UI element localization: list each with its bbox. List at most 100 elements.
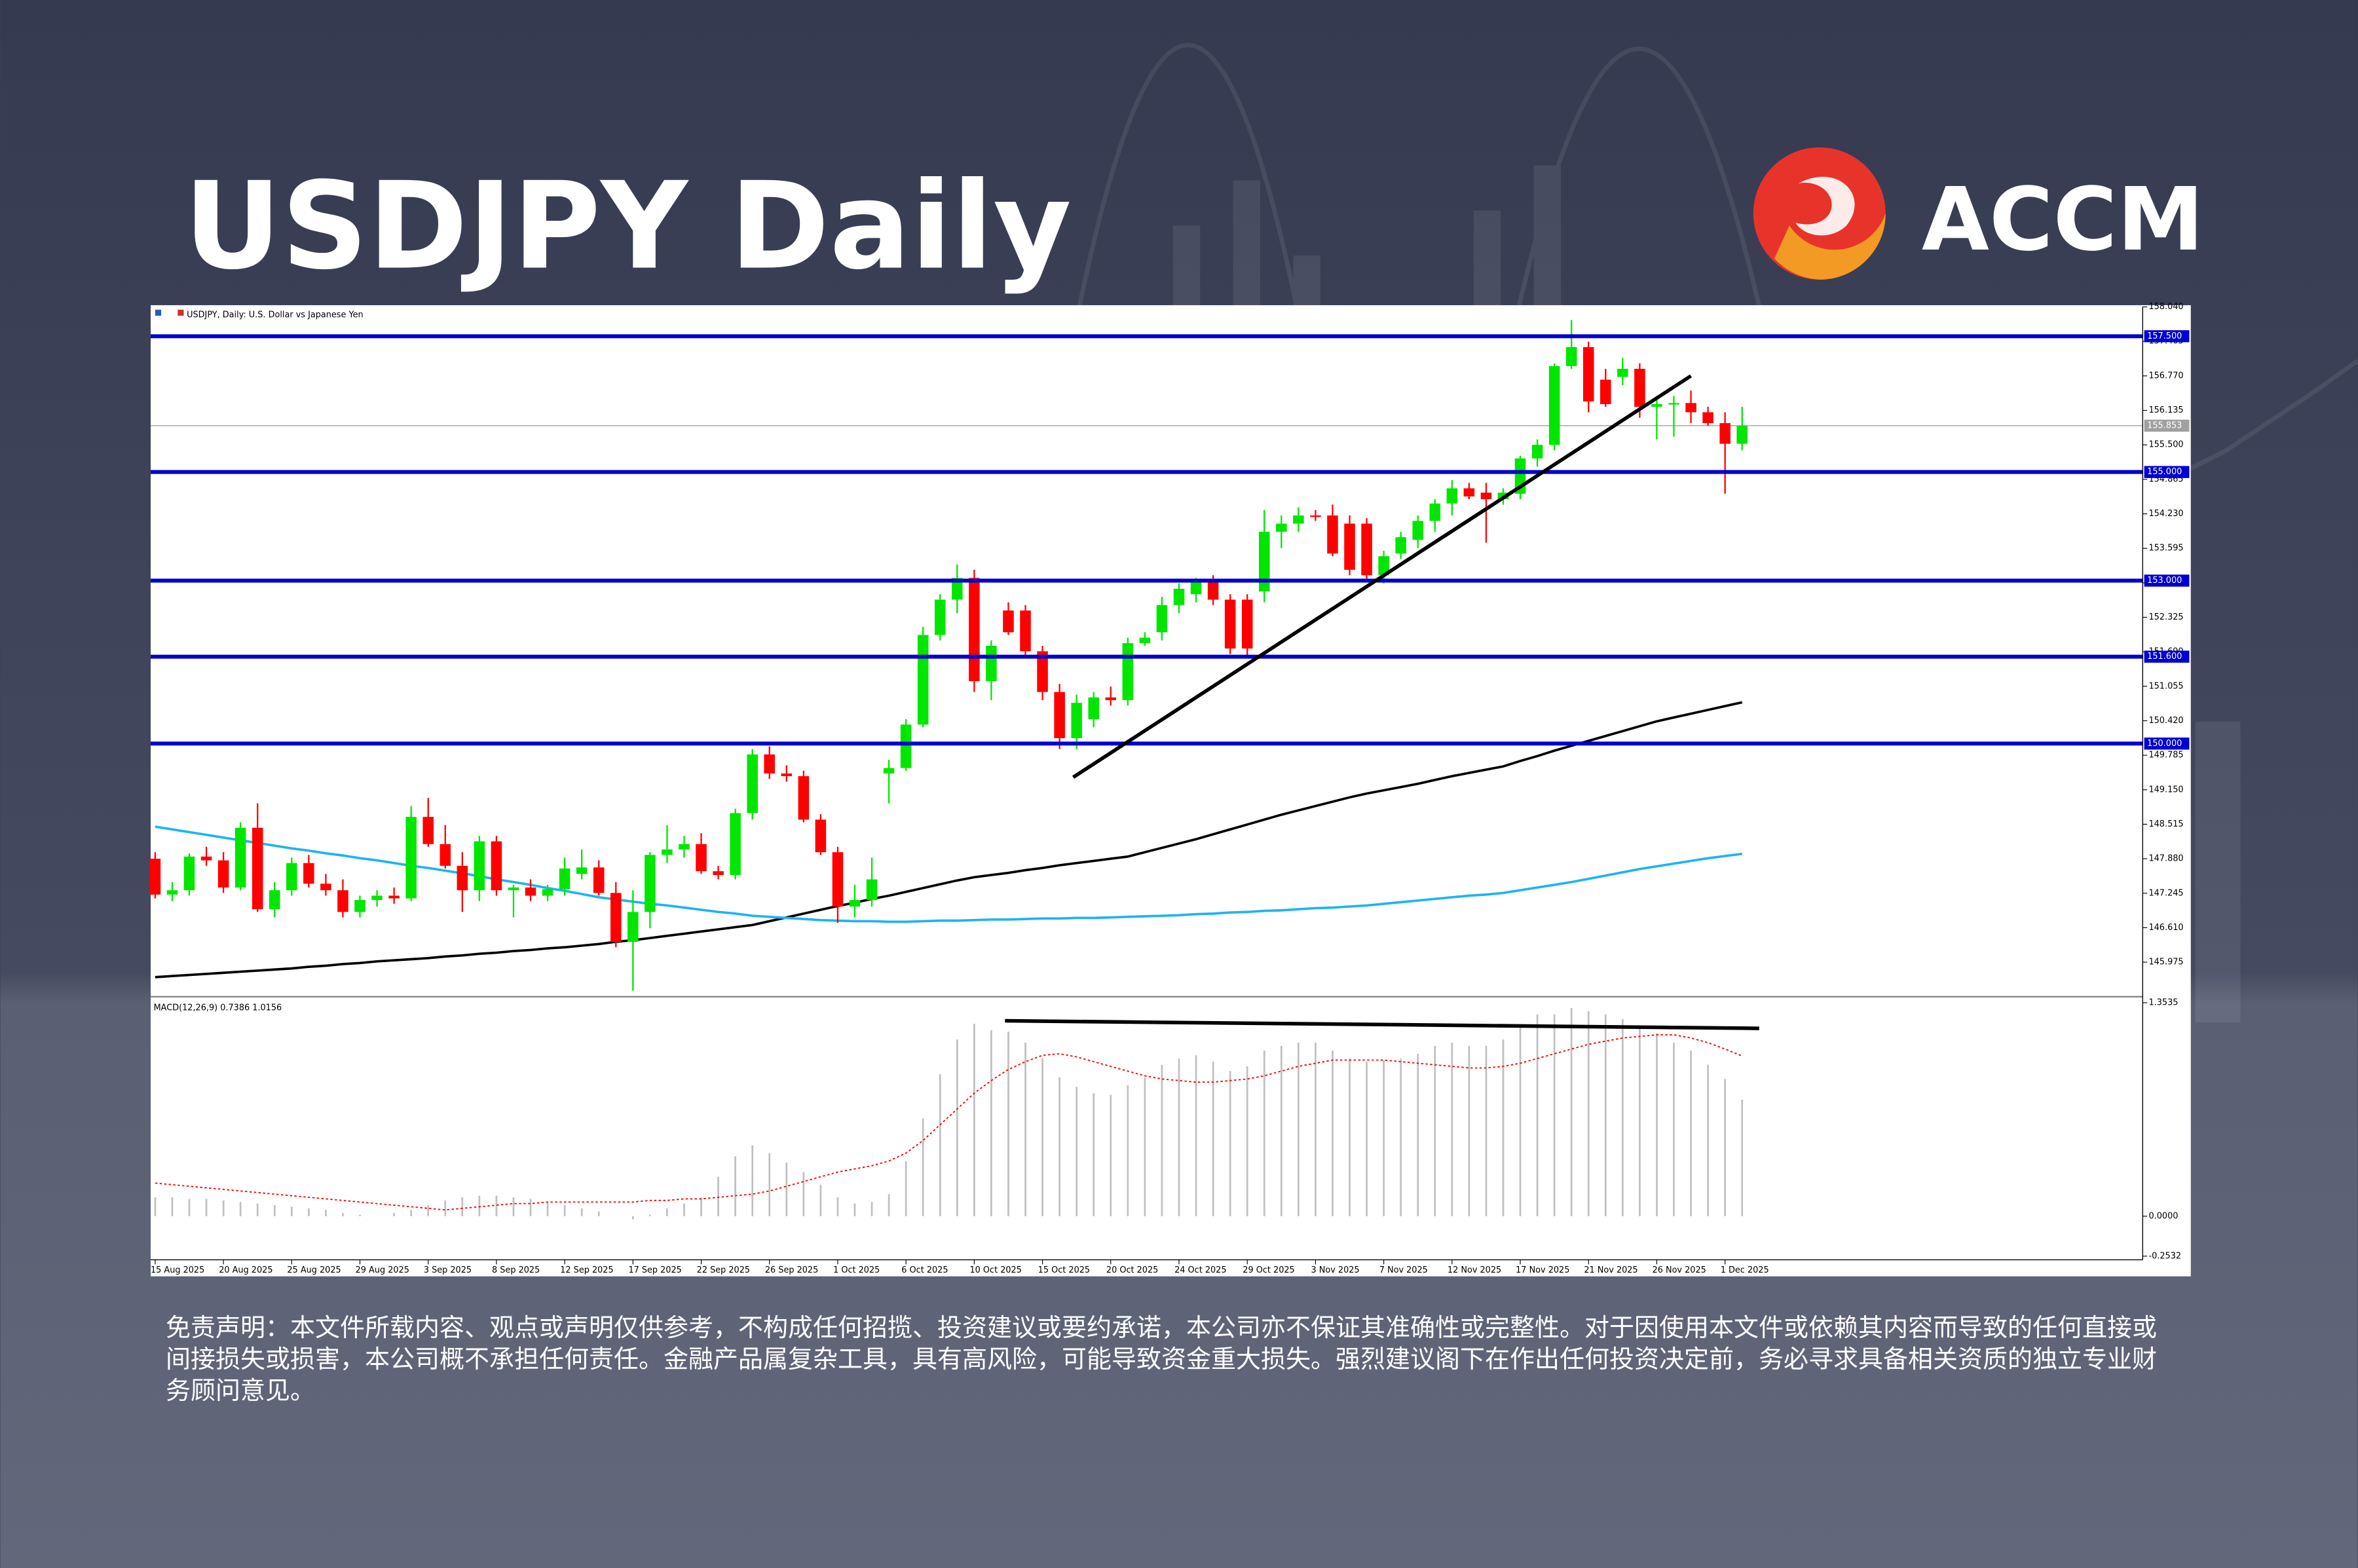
candle-body <box>645 855 656 912</box>
current-price-label: 155.853 <box>2147 420 2182 430</box>
x-tick-label: 24 Oct 2025 <box>1174 1265 1226 1275</box>
level-label: 151.600 <box>2147 652 2182 662</box>
x-tick-label: 1 Oct 2025 <box>833 1265 880 1275</box>
candle-body <box>1139 637 1151 643</box>
candle-body <box>1531 445 1543 458</box>
y-tick-label: 156.770 <box>2148 371 2183 381</box>
candle-body <box>508 887 519 891</box>
level-box <box>2144 650 2190 663</box>
brand-name: ACCM <box>1922 169 2204 271</box>
candle-body <box>730 813 741 875</box>
candle-body <box>832 852 844 907</box>
x-tick-label: 7 Nov 2025 <box>1379 1265 1428 1275</box>
y-tick-label: 146.610 <box>2148 923 2183 933</box>
x-tick-label: 15 Aug 2025 <box>151 1265 204 1275</box>
chart: USDJPY, Daily: U.S. Dollar vs Japanese Y… <box>149 302 2190 1275</box>
moving-average <box>155 701 1743 979</box>
y-tick-label: 154.230 <box>2148 509 2183 519</box>
candle-body <box>1702 412 1713 424</box>
candle-body <box>371 895 383 901</box>
candle-body <box>491 841 502 891</box>
x-tick-label: 3 Sep 2025 <box>424 1265 472 1275</box>
trendline <box>1072 374 1693 779</box>
candle-body <box>1719 423 1731 444</box>
y-tick-label: 148.515 <box>2148 819 2183 829</box>
x-tick-label: 10 Oct 2025 <box>969 1265 1021 1275</box>
candle-body <box>679 844 690 849</box>
x-tick-label: 20 Aug 2025 <box>219 1265 272 1275</box>
y-tick-label: 150.420 <box>2148 716 2183 726</box>
candle-body <box>422 817 434 844</box>
candle-body <box>866 879 878 901</box>
y-tick-label: 153.595 <box>2148 544 2183 553</box>
x-tick-label: 8 Sep 2025 <box>492 1265 540 1275</box>
candle-body <box>303 863 314 884</box>
candle-body <box>1020 610 1031 652</box>
candle-body <box>986 646 997 681</box>
candle-body <box>1258 531 1270 592</box>
level-label: 157.500 <box>2147 331 2182 341</box>
x-tick-label: 17 Nov 2025 <box>1516 1265 1569 1275</box>
chart-title: USDJPY, Daily: U.S. Dollar vs Japanese Y… <box>187 310 364 320</box>
candle-body <box>252 827 263 910</box>
candle-body <box>354 900 365 912</box>
level-label: 150.000 <box>2147 739 2182 749</box>
candle-body <box>662 849 673 855</box>
candle-body <box>183 856 195 891</box>
x-tick-label: 29 Oct 2025 <box>1243 1265 1294 1275</box>
candle-body <box>781 773 793 777</box>
candle-body <box>1565 346 1577 366</box>
candle-body <box>576 867 588 874</box>
candle-body <box>200 856 212 861</box>
candle-body <box>1344 523 1355 570</box>
candle-body <box>234 827 246 888</box>
candle-body <box>815 819 827 853</box>
candle-body <box>1480 493 1492 500</box>
y-tick-label: 149.150 <box>2148 785 2183 794</box>
chart-title: MACD(12,26,9) 0.7386 1.0156 <box>154 1003 282 1013</box>
candle-body <box>798 776 810 820</box>
candle-body <box>1122 643 1134 700</box>
candle-body <box>952 578 963 600</box>
candle-body <box>337 890 348 912</box>
x-tick-label: 12 Nov 2025 <box>1448 1265 1501 1275</box>
candle-body <box>525 887 536 896</box>
x-tick-label: 26 Nov 2025 <box>1653 1265 1706 1275</box>
x-tick-label: 15 Oct 2025 <box>1038 1265 1090 1275</box>
candle-body <box>627 912 639 942</box>
candle-body <box>1685 403 1696 413</box>
candle-body <box>286 863 297 891</box>
candle-body <box>1105 697 1117 700</box>
level-label: 155.000 <box>2147 467 2182 477</box>
candle-body <box>969 578 980 681</box>
candle-body <box>883 768 895 774</box>
y-tick-label: -0.2532 <box>2148 1251 2181 1261</box>
candle-body <box>1054 692 1065 738</box>
level-label: 153.000 <box>2147 576 2182 586</box>
level-box <box>2144 466 2190 478</box>
candle-body <box>1037 651 1048 692</box>
x-tick-label: 26 Sep 2025 <box>765 1265 818 1275</box>
candle-body <box>1310 515 1321 517</box>
candle-body <box>1173 588 1185 605</box>
level-box <box>2144 574 2190 587</box>
y-tick-label: 147.245 <box>2148 888 2183 898</box>
candle-body <box>440 844 451 866</box>
current-price-box <box>2144 419 2190 432</box>
candle-body <box>1190 580 1202 595</box>
candle-body <box>1668 403 1679 405</box>
candle-body <box>610 893 622 942</box>
candle-body <box>166 890 178 895</box>
candle-body <box>1241 599 1253 649</box>
candle-body <box>1412 521 1423 540</box>
candle-body <box>542 889 553 896</box>
candle-body <box>320 884 331 891</box>
level-box <box>2144 737 2190 750</box>
x-tick-label: 22 Sep 2025 <box>697 1265 750 1275</box>
candle-body <box>1156 605 1168 633</box>
page-title: USDJPY Daily <box>184 157 1072 297</box>
moving-average <box>155 825 1742 924</box>
candle-body <box>1071 703 1082 738</box>
candle-body <box>1463 488 1475 496</box>
